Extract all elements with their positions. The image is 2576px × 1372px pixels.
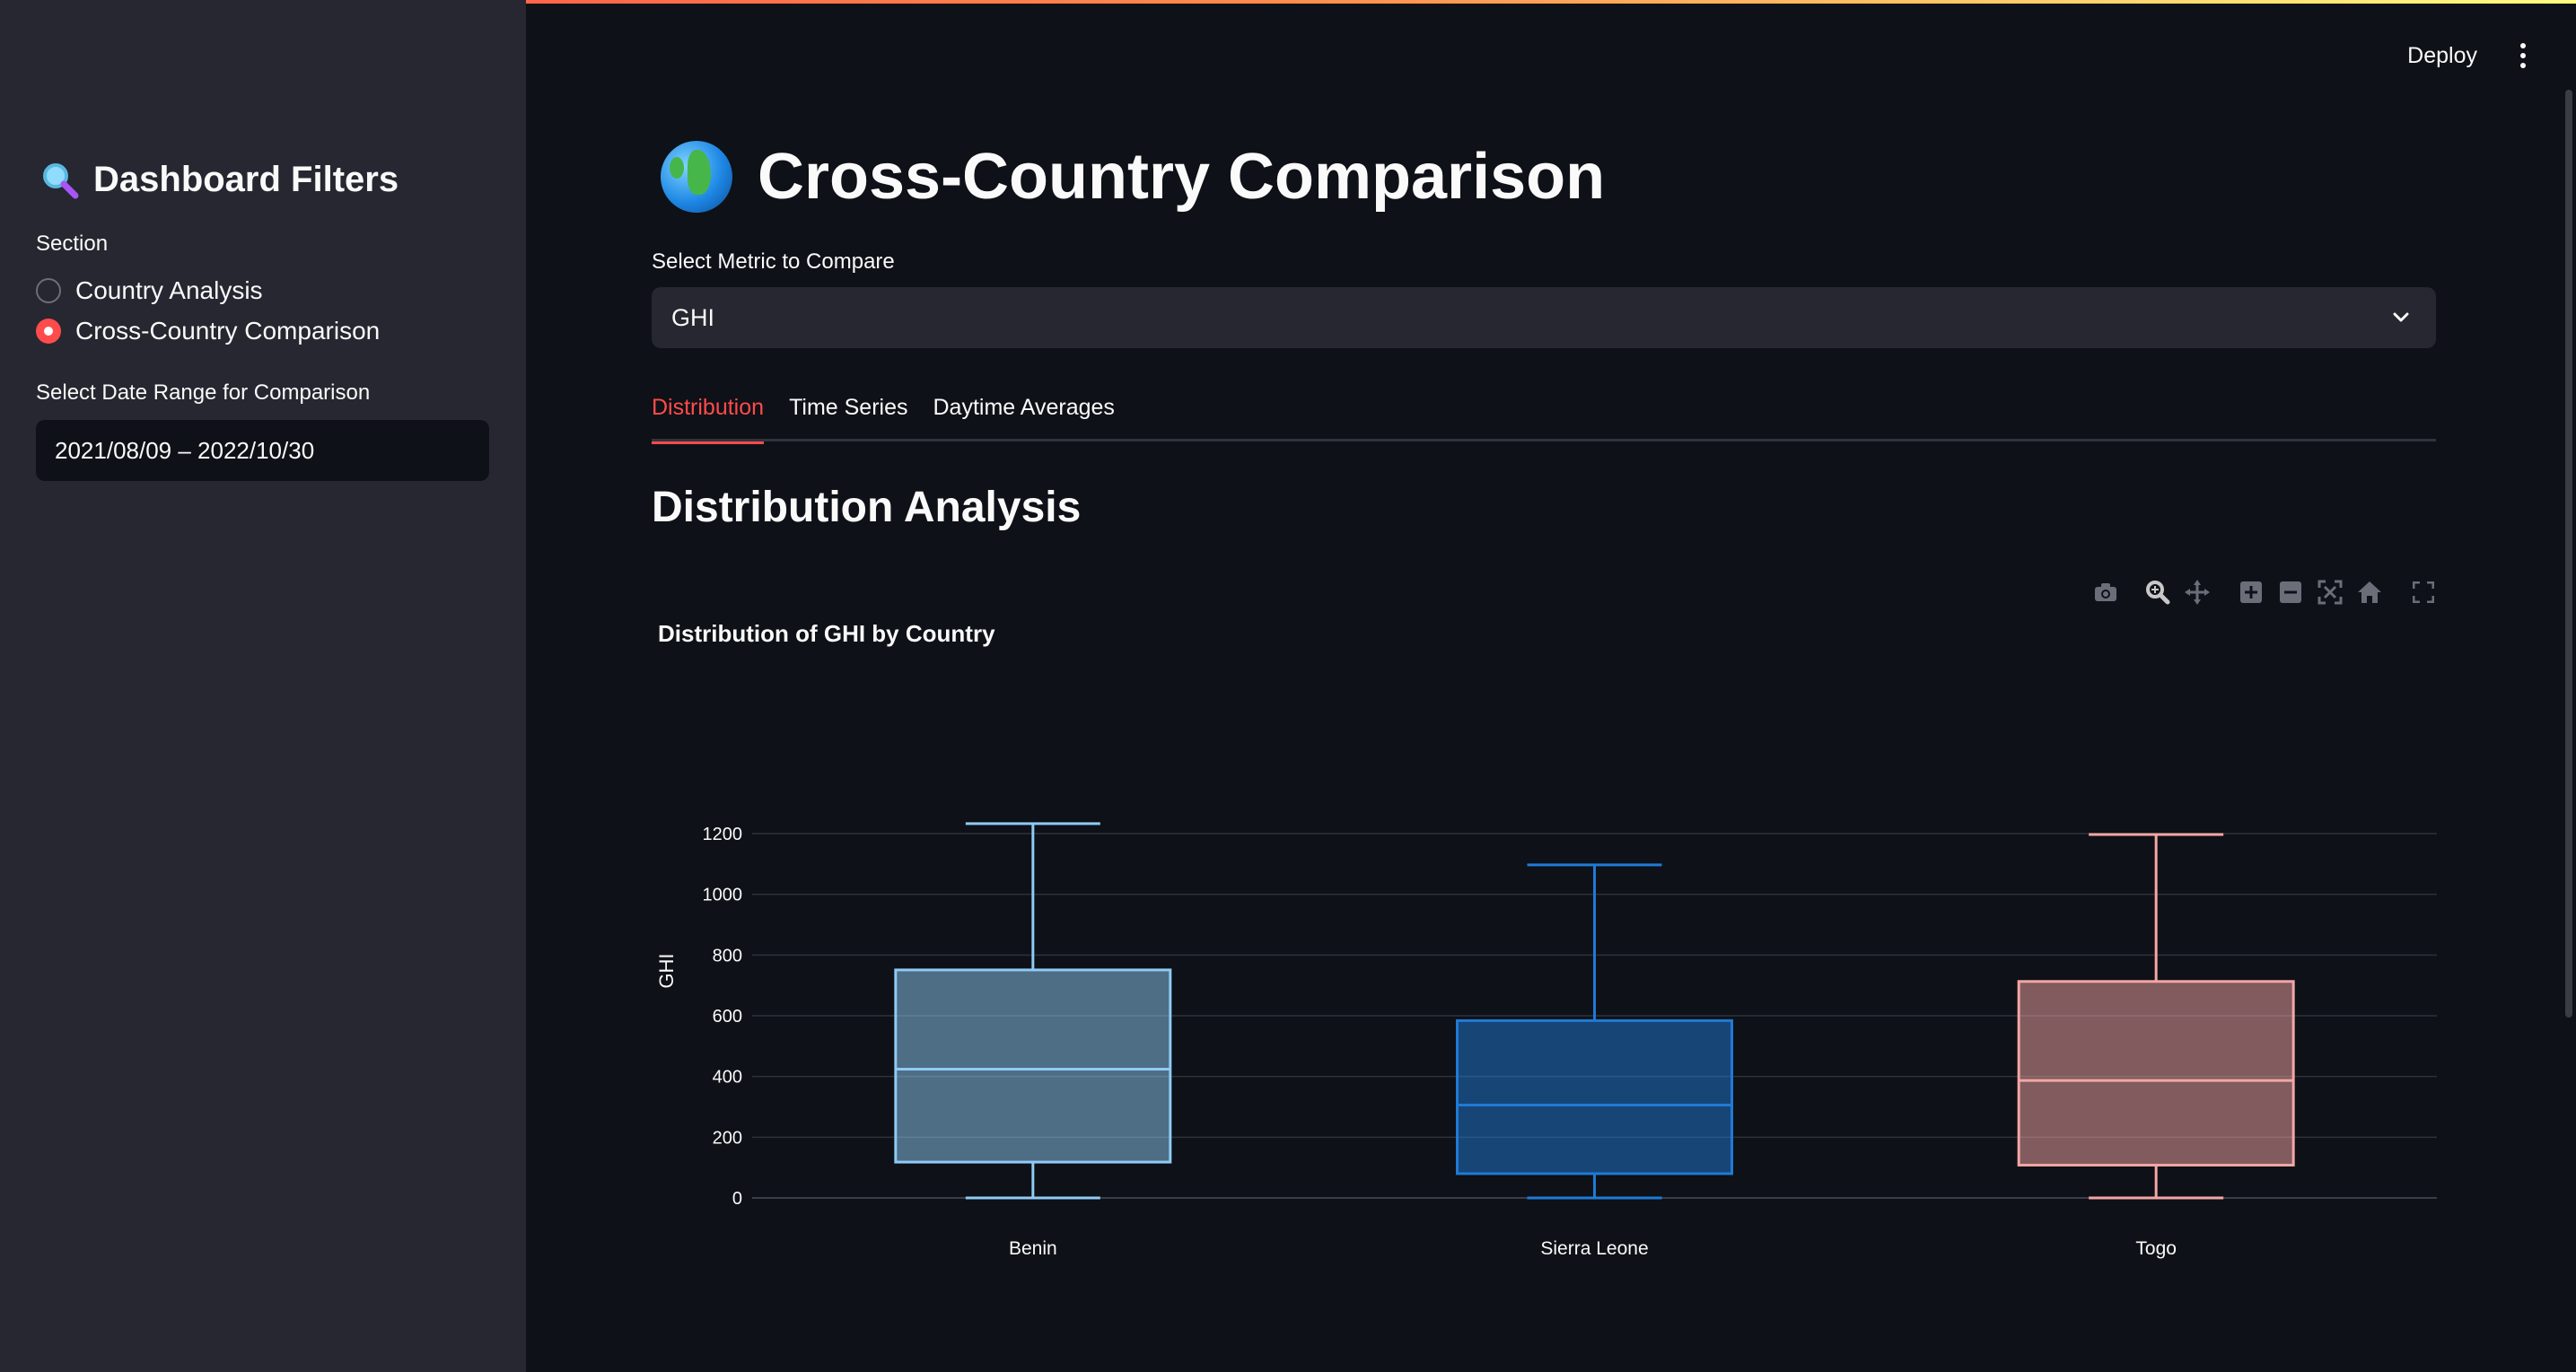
radio-country-analysis[interactable]: Country Analysis	[36, 276, 263, 305]
home-icon[interactable]	[2355, 578, 2384, 607]
metric-select[interactable]: GHI	[652, 287, 2436, 348]
x-tick-label: Sierra Leone	[1540, 1238, 1648, 1259]
zoom-icon[interactable]	[2143, 578, 2172, 607]
globe-icon	[661, 141, 732, 213]
y-tick-label: 800	[713, 946, 742, 966]
y-axis-title: GHI	[655, 953, 678, 988]
magnifier-icon	[43, 163, 79, 199]
zoom-out-icon[interactable]	[2276, 578, 2305, 607]
box-sierra-leone	[1456, 863, 1733, 1200]
top-decoration-bar	[0, 0, 2576, 4]
camera-icon[interactable]	[2091, 578, 2120, 607]
iqr-box	[894, 968, 1172, 1164]
autoscale-icon[interactable]	[2316, 578, 2344, 607]
y-tick-label: 400	[713, 1068, 742, 1088]
box-togo	[2017, 833, 2295, 1200]
date-range-label: Select Date Range for Comparison	[36, 380, 371, 405]
tab-daytime-averages[interactable]: Daytime Averages	[933, 395, 1115, 420]
date-range-input[interactable]: 2021/08/09 – 2022/10/30	[36, 420, 489, 481]
kebab-menu-icon[interactable]	[2517, 39, 2529, 72]
iqr-box	[1456, 1018, 1733, 1175]
tab-bar: Distribution Time Series Daytime Average…	[652, 386, 2436, 444]
metric-select-label: Select Metric to Compare	[652, 249, 895, 274]
box-benin	[894, 822, 1172, 1200]
radio-button-icon[interactable]	[36, 278, 61, 303]
radio-button-selected-icon[interactable]	[36, 319, 61, 344]
chart-title: Distribution of GHI by Country	[658, 620, 995, 647]
metric-select-value: GHI	[671, 303, 715, 331]
page-title: Cross-Country Comparison	[661, 136, 1605, 217]
zoom-in-icon[interactable]	[2237, 578, 2265, 607]
section-title: Distribution Analysis	[652, 484, 1082, 531]
y-tick-label: 600	[713, 1007, 742, 1027]
chevron-down-icon	[2393, 312, 2409, 322]
app-header-actions: Deploy	[2407, 32, 2529, 79]
x-tick-label: Benin	[1009, 1238, 1057, 1259]
section-label: Section	[36, 232, 109, 256]
x-tick-label: Togo	[2135, 1238, 2177, 1259]
scrollbar[interactable]	[2565, 90, 2572, 1018]
sidebar-title-text: Dashboard Filters	[93, 159, 399, 199]
sidebar: Dashboard Filters Section Country Analys…	[0, 0, 526, 1372]
iqr-box	[2017, 980, 2295, 1167]
y-tick-label: 0	[732, 1189, 742, 1209]
radio-cross-country-comparison[interactable]: Cross-Country Comparison	[36, 317, 380, 345]
sidebar-title: Dashboard Filters	[39, 154, 399, 205]
date-range-value: 2021/08/09 – 2022/10/30	[55, 436, 315, 464]
box-plot-chart: Distribution of GHI by Country GHI 0 200 4…	[655, 620, 2437, 1259]
y-tick-label: 1000	[703, 886, 743, 905]
fullscreen-icon[interactable]	[2409, 578, 2438, 607]
deploy-button[interactable]: Deploy	[2407, 42, 2477, 68]
radio-label: Country Analysis	[75, 276, 263, 304]
chart-modebar	[2091, 574, 2438, 610]
pan-icon[interactable]	[2183, 578, 2212, 607]
page-title-text: Cross-Country Comparison	[758, 141, 1606, 213]
y-tick-label: 1200	[703, 825, 743, 844]
radio-label: Cross-Country Comparison	[75, 317, 381, 345]
tab-distribution[interactable]: Distribution	[652, 386, 765, 444]
tab-time-series[interactable]: Time Series	[789, 395, 908, 420]
y-tick-label: 200	[713, 1128, 742, 1148]
